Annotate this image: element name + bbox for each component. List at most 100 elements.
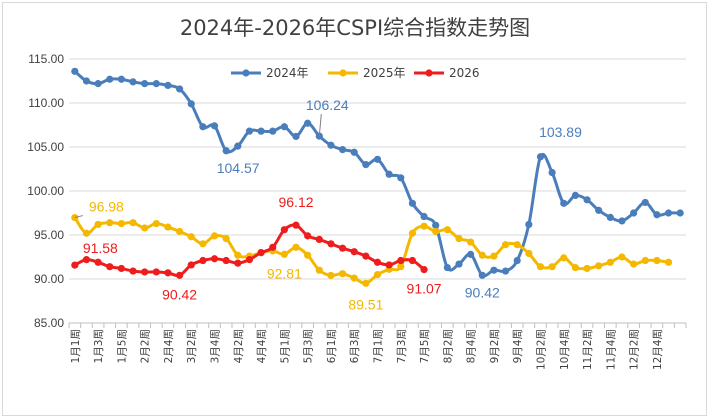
data-point xyxy=(257,249,265,257)
data-point xyxy=(141,268,149,276)
data-point xyxy=(490,252,498,260)
data-point xyxy=(234,259,242,267)
data-point xyxy=(583,196,591,204)
y-tick-label: 95.00 xyxy=(34,228,64,242)
legend-swatch-marker xyxy=(425,69,433,77)
data-point xyxy=(304,251,312,259)
data-label: 92.81 xyxy=(267,265,302,281)
data-point xyxy=(362,279,370,287)
data-point xyxy=(595,206,603,214)
data-point xyxy=(94,258,102,266)
data-point xyxy=(467,238,475,246)
data-point xyxy=(152,80,160,88)
data-point xyxy=(292,132,300,141)
x-tick-label: 4月4周 xyxy=(256,329,268,363)
data-point xyxy=(304,119,312,127)
x-tick-label: 6月1周 xyxy=(326,329,338,363)
data-point xyxy=(234,251,242,259)
data-point xyxy=(117,75,125,83)
series-line xyxy=(73,216,669,285)
data-point xyxy=(630,260,638,268)
data-point xyxy=(373,155,382,163)
x-tick-label: 2月2周 xyxy=(140,329,152,363)
data-point xyxy=(327,240,335,248)
data-point xyxy=(234,142,242,150)
legend-label: 2026 xyxy=(449,66,480,80)
data-point xyxy=(618,253,626,261)
data-point xyxy=(82,256,91,264)
data-label: 91.07 xyxy=(407,281,442,297)
data-point xyxy=(467,250,475,258)
data-point xyxy=(315,235,323,243)
data-point xyxy=(350,274,358,282)
series-2 xyxy=(71,213,673,287)
data-point xyxy=(199,256,207,265)
data-point xyxy=(338,270,347,278)
data-point xyxy=(548,168,556,177)
data-point xyxy=(164,223,172,231)
x-tick-label: 8月4周 xyxy=(466,329,478,363)
x-tick-label: 10月2周 xyxy=(535,329,547,370)
data-point xyxy=(664,258,673,266)
data-point xyxy=(618,217,626,225)
label-leader-line xyxy=(318,114,322,137)
x-tick-label: 6月3周 xyxy=(349,329,361,363)
x-tick-label: 12月2周 xyxy=(629,329,641,370)
data-point xyxy=(245,256,254,264)
data-point xyxy=(397,263,405,271)
data-point xyxy=(187,261,195,269)
data-point xyxy=(560,254,568,262)
data-point xyxy=(455,234,463,243)
data-point xyxy=(280,123,288,131)
x-tick-label: 3月2周 xyxy=(186,329,198,363)
data-label: 90.42 xyxy=(465,284,500,300)
data-point xyxy=(513,256,521,265)
data-point xyxy=(210,255,219,263)
data-point xyxy=(397,256,405,265)
data-point xyxy=(653,211,661,219)
data-point xyxy=(117,264,125,273)
data-point xyxy=(525,220,533,229)
data-point xyxy=(350,148,358,156)
data-point xyxy=(269,243,277,251)
data-point xyxy=(501,267,510,275)
data-point xyxy=(362,161,370,169)
legend-item: 2025年 xyxy=(328,66,406,80)
data-point xyxy=(222,256,230,265)
data-point xyxy=(187,100,195,108)
data-point xyxy=(443,263,451,272)
data-point xyxy=(129,219,137,227)
x-tick-label: 7月1周 xyxy=(373,329,385,363)
y-tick-label: 100.00 xyxy=(27,184,64,198)
data-labels: 104.57 106.24 90.42 103.89 96.98 92.81 89.51 91… xyxy=(74,97,582,312)
data-point xyxy=(292,243,300,251)
data-point xyxy=(315,266,323,274)
data-point xyxy=(129,78,137,86)
y-tick-label: 85.00 xyxy=(34,316,64,330)
legend-swatch-marker xyxy=(242,69,250,77)
data-point xyxy=(94,80,102,88)
gridlines xyxy=(69,58,686,324)
legend-item: 2026 xyxy=(414,66,480,80)
data-point xyxy=(408,229,417,237)
x-tick-label: 10月4周 xyxy=(559,329,571,370)
data-point xyxy=(327,271,335,280)
data-point xyxy=(606,213,614,221)
series-lines xyxy=(71,67,684,287)
x-tick-label: 5月3周 xyxy=(303,329,315,363)
data-point xyxy=(94,220,102,229)
data-point xyxy=(432,227,440,236)
data-point xyxy=(443,226,451,234)
data-point xyxy=(571,263,580,272)
data-label: 90.42 xyxy=(162,286,197,302)
x-tick-label: 12月4周 xyxy=(652,329,664,370)
data-label: 104.57 xyxy=(217,160,260,176)
legend-label: 2024年 xyxy=(266,66,309,80)
data-point xyxy=(653,256,661,265)
data-point xyxy=(630,209,638,217)
data-label: 96.12 xyxy=(278,194,313,210)
x-tick-label: 7月3周 xyxy=(396,329,408,363)
legend: 2024年 2025年 2026 xyxy=(231,66,480,80)
chart-canvas: 2024年-2026年CSPI综合指数走势图 85.00 90.00 95.00 10… xyxy=(27,16,687,370)
legend-item: 2024年 xyxy=(231,66,309,80)
